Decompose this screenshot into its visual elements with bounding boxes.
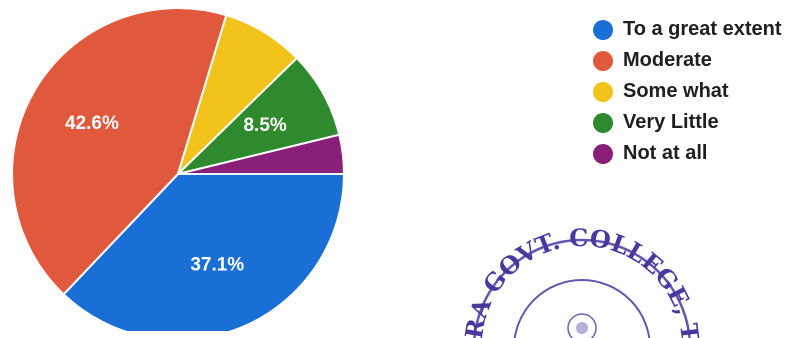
legend-label: To a great extent — [623, 18, 782, 40]
legend-item-to-a-great-extent: To a great extent — [593, 14, 782, 45]
pie-slice-to-a-great-extent — [62, 173, 346, 331]
legend-swatch-icon — [593, 143, 613, 164]
college-seal-stamp: RA GOVT. COLLEGE, T — [459, 228, 702, 338]
legend-label: Very Little — [623, 111, 719, 133]
legend-swatch-icon — [593, 112, 613, 133]
legend-swatch-icon — [593, 81, 613, 102]
seal-text: RA GOVT. COLLEGE, T — [459, 228, 702, 338]
legend-item-moderate: Moderate — [593, 45, 782, 76]
legend: To a great extent Moderate Some what Ver… — [593, 14, 782, 169]
pie-labels: 37.1% 42.6% 8.5% — [65, 113, 287, 276]
pie-slice-not-at-all — [177, 133, 346, 175]
legend-label: Not at all — [623, 142, 708, 164]
pie-data-label: 8.5% — [243, 115, 286, 136]
legend-item-some-what: Some what — [593, 76, 782, 107]
legend-label: Moderate — [623, 49, 712, 71]
legend-swatch-icon — [593, 19, 613, 40]
pie-slice-very-little — [174, 56, 341, 176]
legend-item-not-at-all: Not at all — [593, 138, 782, 169]
legend-item-very-little: Very Little — [593, 107, 782, 138]
seal-emblem-icon — [567, 313, 597, 338]
pie-data-label: 37.1% — [190, 255, 244, 276]
legend-swatch-icon — [593, 50, 613, 71]
pie-slice-moderate — [11, 7, 228, 296]
pie-chart: 37.1% 42.6% 8.5% — [11, 7, 346, 331]
pie-data-label: 42.6% — [65, 113, 119, 134]
pie-slices — [11, 7, 346, 331]
legend-label: Some what — [623, 80, 729, 102]
